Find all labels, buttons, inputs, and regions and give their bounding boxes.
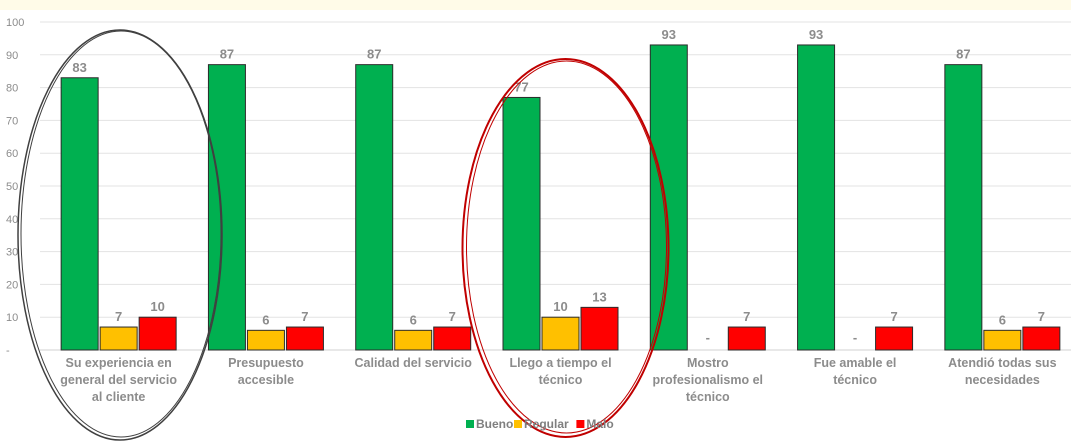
- top-band: [0, 0, 1071, 10]
- category-label: Atendió todas sus: [948, 356, 1056, 370]
- y-tick-label: 40: [6, 214, 18, 226]
- data-label: 87: [220, 47, 234, 62]
- category-label: Calidad del servicio: [355, 356, 473, 370]
- category-label: Llego a tiempo el: [509, 356, 611, 370]
- bar-bueno: [502, 96, 541, 351]
- data-label: 6: [999, 312, 1006, 327]
- data-label: 87: [367, 47, 381, 62]
- data-label: 87: [956, 47, 970, 62]
- y-tick-label: 100: [6, 17, 24, 29]
- highlight-ellipse: [466, 60, 667, 434]
- data-label: 93: [809, 27, 823, 42]
- highlight-ellipse: [17, 29, 223, 441]
- y-tick-label: 10: [6, 312, 18, 324]
- y-tick-label: 70: [6, 115, 18, 127]
- data-label: 7: [115, 309, 122, 324]
- category-label: Fue amable el: [814, 356, 897, 370]
- bar-bueno: [797, 44, 836, 351]
- bar-regular: [541, 316, 580, 351]
- legend-swatch: [514, 420, 522, 428]
- data-label: 10: [553, 299, 567, 314]
- highlight-ellipse: [20, 30, 222, 438]
- bar-bueno: [649, 44, 688, 351]
- data-label: 6: [410, 312, 417, 327]
- bar-malo: [875, 326, 914, 351]
- y-tick-label: 30: [6, 247, 18, 259]
- y-tick-label: 50: [6, 181, 18, 193]
- y-tick-label: -: [6, 345, 10, 357]
- category-label: técnico: [686, 390, 730, 404]
- bar-bueno: [944, 64, 983, 351]
- data-label: -: [853, 330, 857, 345]
- data-label: 7: [301, 309, 308, 324]
- y-tick-label: 80: [6, 83, 18, 95]
- bar-regular: [99, 326, 138, 351]
- bar-malo: [580, 306, 619, 351]
- data-label: 93: [662, 27, 676, 42]
- data-label: 7: [743, 309, 750, 324]
- bar-bueno: [60, 77, 99, 351]
- highlight-ellipse: [461, 58, 670, 438]
- category-label: Su experiencia en: [65, 356, 171, 370]
- category-label: técnico: [833, 373, 877, 387]
- bar-regular: [983, 329, 1022, 351]
- category-label: necesidades: [965, 373, 1040, 387]
- legend-label: Bueno: [476, 417, 513, 431]
- category-label: Presupuesto: [228, 356, 304, 370]
- data-label: 7: [1038, 309, 1045, 324]
- category-label: profesionalismo el: [653, 373, 763, 387]
- category-label: técnico: [539, 373, 583, 387]
- bar-malo: [1022, 326, 1061, 351]
- data-label: 7: [449, 309, 456, 324]
- data-label: -: [706, 330, 710, 345]
- category-label: al cliente: [92, 390, 146, 404]
- data-label: 13: [592, 289, 606, 304]
- category-label: general del servicio: [60, 373, 177, 387]
- data-label: 6: [262, 312, 269, 327]
- bar-bueno: [207, 64, 246, 351]
- y-tick-label: 90: [6, 50, 18, 62]
- y-tick-label: 20: [6, 279, 18, 291]
- data-label: 10: [150, 299, 164, 314]
- category-label: Mostro: [687, 356, 729, 370]
- legend-swatch: [576, 420, 585, 428]
- legend-label: Regular: [524, 417, 569, 431]
- data-label: 7: [890, 309, 897, 324]
- legend-swatch: [466, 420, 474, 428]
- bar-malo: [285, 326, 324, 351]
- legend-label: Malo: [586, 417, 613, 431]
- y-tick-label: 60: [6, 148, 18, 160]
- bar-regular: [246, 329, 285, 351]
- data-label: 83: [72, 60, 86, 75]
- category-label: accesible: [238, 373, 294, 387]
- bar-malo: [138, 316, 177, 351]
- bar-regular: [394, 329, 433, 351]
- bar-malo: [433, 326, 472, 351]
- bar-malo: [727, 326, 766, 351]
- bar-bueno: [355, 64, 394, 351]
- data-label: 77: [514, 79, 528, 94]
